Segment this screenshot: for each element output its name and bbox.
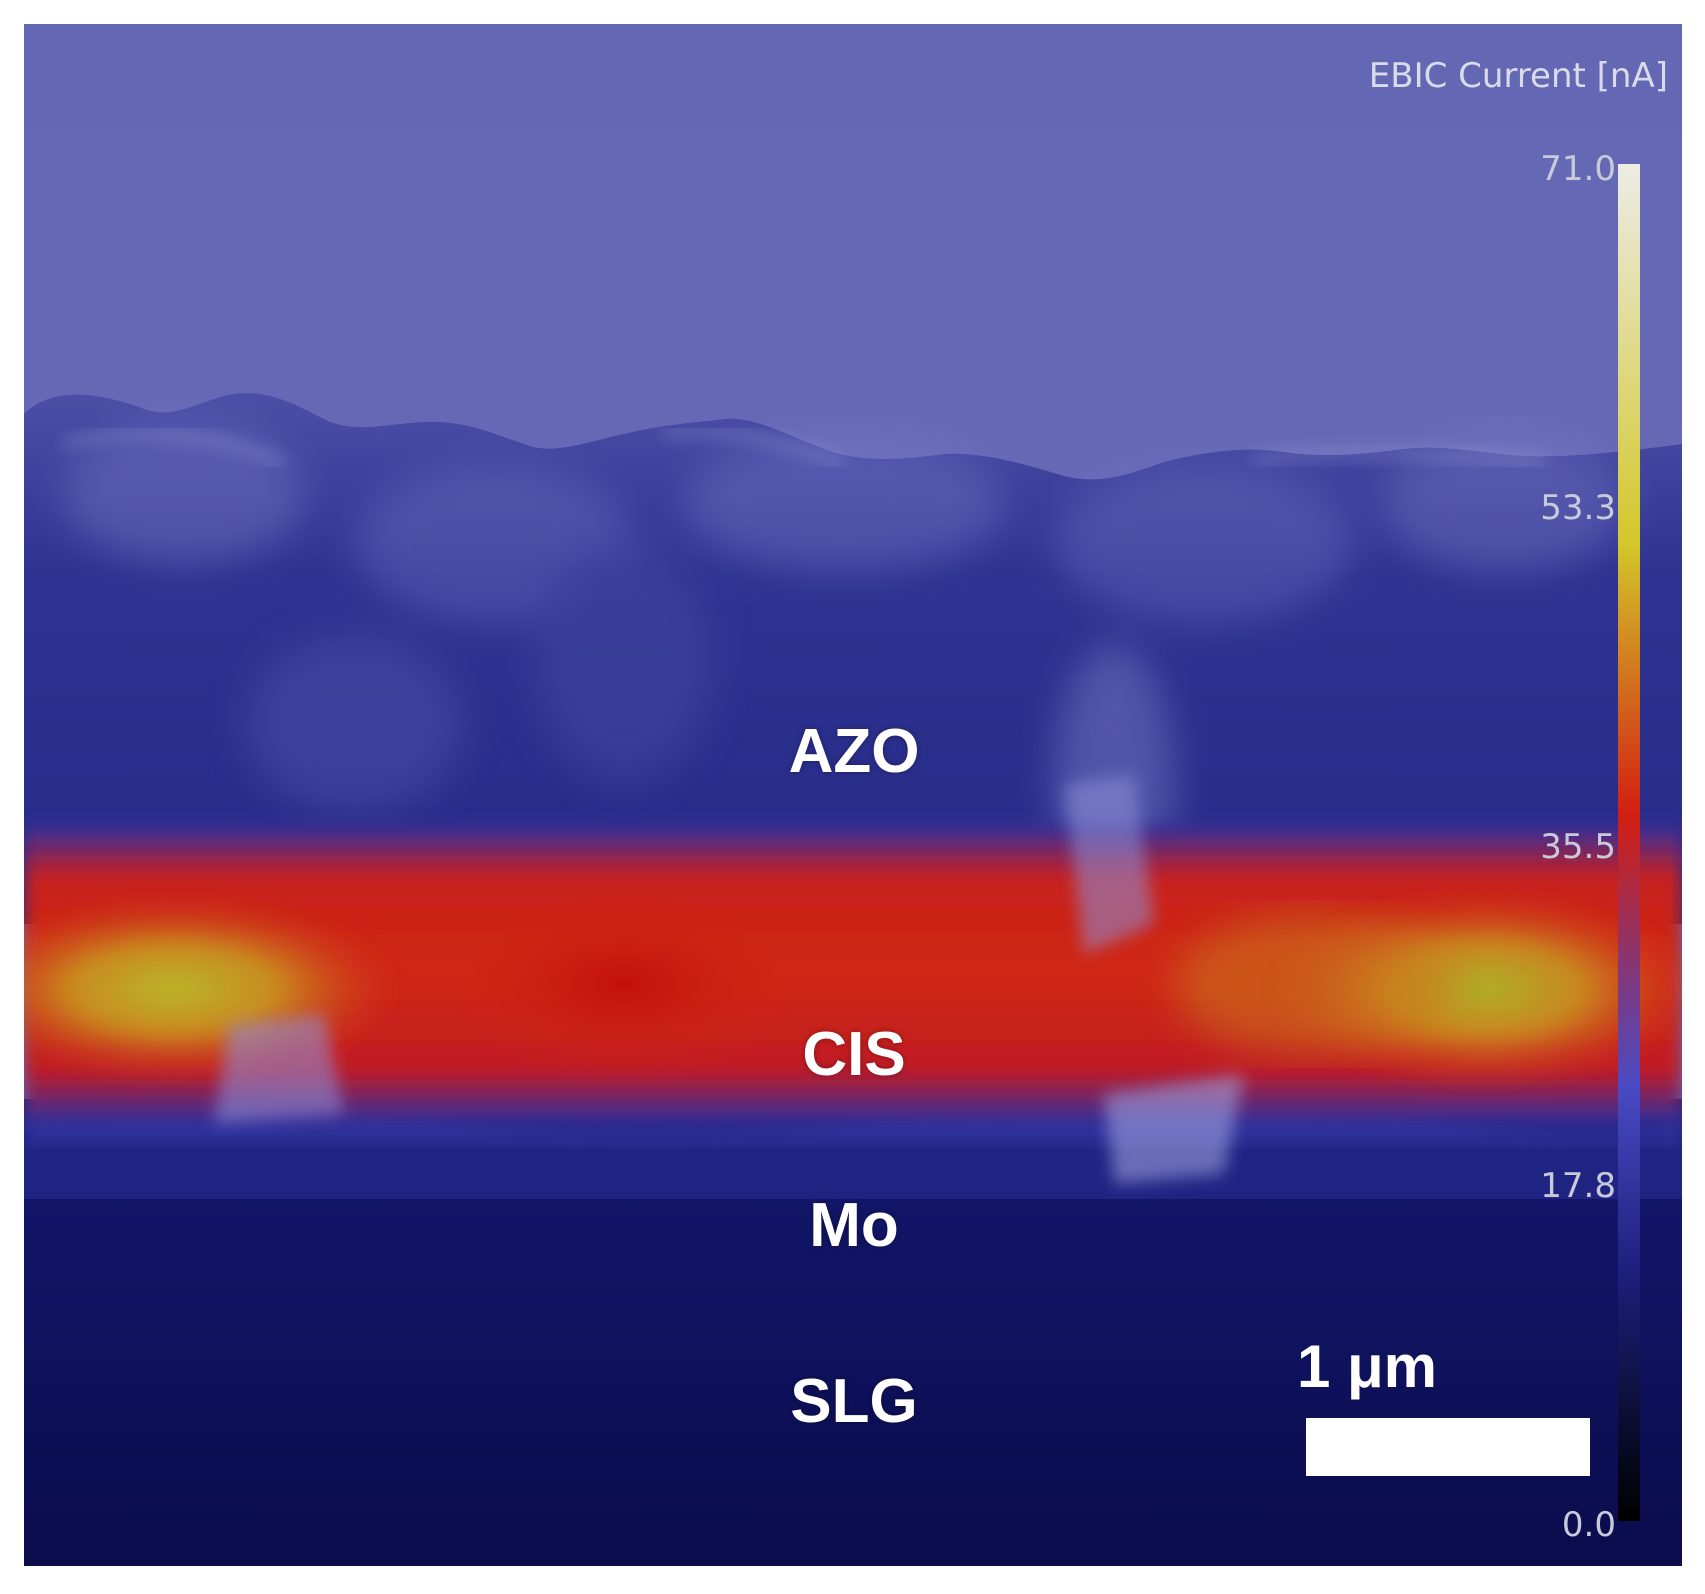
ebic-sem-image: AZO CIS Mo SLG EBIC Current [nA] 71.0 53… — [24, 24, 1682, 1566]
sem-cross-section — [24, 24, 1682, 1566]
colorbar-title: EBIC Current [nA] — [1368, 56, 1668, 96]
colorbar-tick-71: 71.0 — [1540, 149, 1616, 189]
scalebar — [1306, 1418, 1590, 1476]
layer-label-slg: SLG — [790, 1367, 918, 1436]
colorbar-tick-17: 17.8 — [1540, 1166, 1616, 1206]
colorbar-tick-35: 35.5 — [1540, 827, 1616, 867]
colorbar-tick-53: 53.3 — [1540, 488, 1616, 528]
layer-label-cis: CIS — [802, 1020, 906, 1089]
layer-label-mo: Mo — [809, 1191, 899, 1260]
layer-label-azo: AZO — [788, 717, 920, 786]
scalebar-label: 1 μm — [1296, 1333, 1438, 1400]
colorbar-tick-0: 0.0 — [1561, 1505, 1616, 1545]
